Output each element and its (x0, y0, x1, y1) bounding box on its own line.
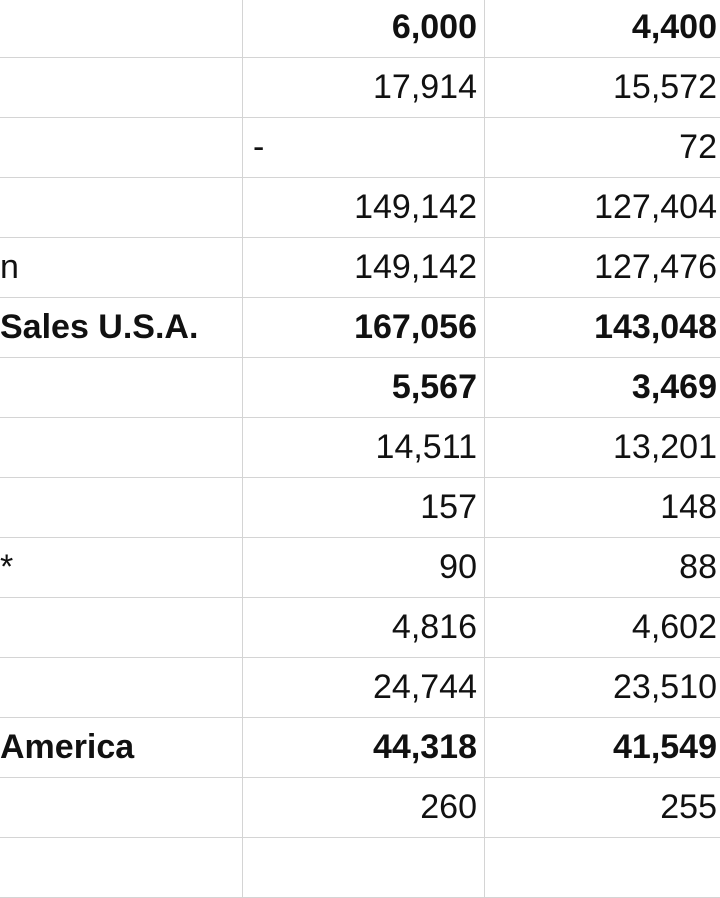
value-cell[interactable]: 167,056 (243, 298, 485, 357)
table-row: - 72 (0, 118, 720, 178)
row-label-cell[interactable] (0, 418, 243, 477)
row-label-cell[interactable] (0, 178, 243, 237)
table-row: 260 255 (0, 778, 720, 838)
table-row (0, 838, 720, 898)
table-row: Sales U.S.A. 167,056 143,048 (0, 298, 720, 358)
value-cell[interactable]: 17,914 (243, 58, 485, 117)
value-cell[interactable]: 143,048 (594, 308, 717, 346)
table-row: * 90 88 (0, 538, 720, 598)
value-cell[interactable]: 23,510 (613, 668, 717, 706)
row-label-cell[interactable]: n (0, 238, 243, 297)
value-cell[interactable]: 15,572 (613, 68, 717, 106)
value-cell[interactable]: 149,142 (243, 238, 485, 297)
table-row: 4,816 4,602 (0, 598, 720, 658)
table-row: America 44,318 41,549 (0, 718, 720, 778)
value-cell[interactable]: 260 (243, 778, 485, 837)
row-label-cell[interactable]: * (0, 538, 243, 597)
value-cell[interactable]: 44,318 (243, 718, 485, 777)
row-label-cell[interactable] (0, 0, 243, 57)
row-label-cell[interactable] (0, 658, 243, 717)
row-label-cell[interactable]: Sales U.S.A. (0, 298, 243, 357)
value-cell[interactable]: 88 (679, 548, 717, 586)
value-cell[interactable]: 157 (243, 478, 485, 537)
row-label-cell[interactable] (0, 778, 243, 837)
value-cell[interactable]: 41,549 (613, 728, 717, 766)
table-row: 24,744 23,510 (0, 658, 720, 718)
row-label-cell[interactable] (0, 358, 243, 417)
row-label-cell[interactable] (0, 478, 243, 537)
value-cell[interactable]: 6,000 (243, 0, 485, 57)
value-cell[interactable]: 127,404 (594, 188, 717, 226)
value-cell[interactable]: 4,816 (243, 598, 485, 657)
value-cell[interactable]: 24,744 (243, 658, 485, 717)
value-cell[interactable]: 3,469 (631, 368, 717, 406)
value-cell[interactable]: 4,400 (631, 8, 717, 46)
value-cell[interactable]: 5,567 (243, 358, 485, 417)
table-row: 157 148 (0, 478, 720, 538)
row-label-cell[interactable] (0, 838, 243, 897)
value-cell[interactable]: 148 (660, 488, 717, 526)
table-row: 5,567 3,469 (0, 358, 720, 418)
value-cell[interactable]: 127,476 (594, 248, 717, 286)
value-cell[interactable]: 72 (679, 128, 717, 166)
value-cell[interactable]: 14,511 (243, 418, 485, 477)
value-cell[interactable]: 13,201 (613, 428, 717, 466)
value-cell[interactable]: 90 (243, 538, 485, 597)
value-cell[interactable] (243, 838, 485, 897)
table-row: n 149,142 127,476 (0, 238, 720, 298)
value-cell[interactable]: 4,602 (631, 608, 717, 646)
table-row: 17,914 15,572 (0, 58, 720, 118)
table-row: 6,000 4,400 (0, 0, 720, 58)
table-row: 14,511 13,201 (0, 418, 720, 478)
row-label-cell[interactable] (0, 58, 243, 117)
value-cell[interactable] (485, 838, 720, 897)
value-cell[interactable]: 149,142 (243, 178, 485, 237)
row-label-cell[interactable]: America (0, 718, 243, 777)
value-cell[interactable]: - (243, 118, 485, 177)
row-label-cell[interactable] (0, 118, 243, 177)
value-cell[interactable]: 255 (660, 788, 717, 826)
row-label-cell[interactable] (0, 598, 243, 657)
table-row: 149,142 127,404 (0, 178, 720, 238)
